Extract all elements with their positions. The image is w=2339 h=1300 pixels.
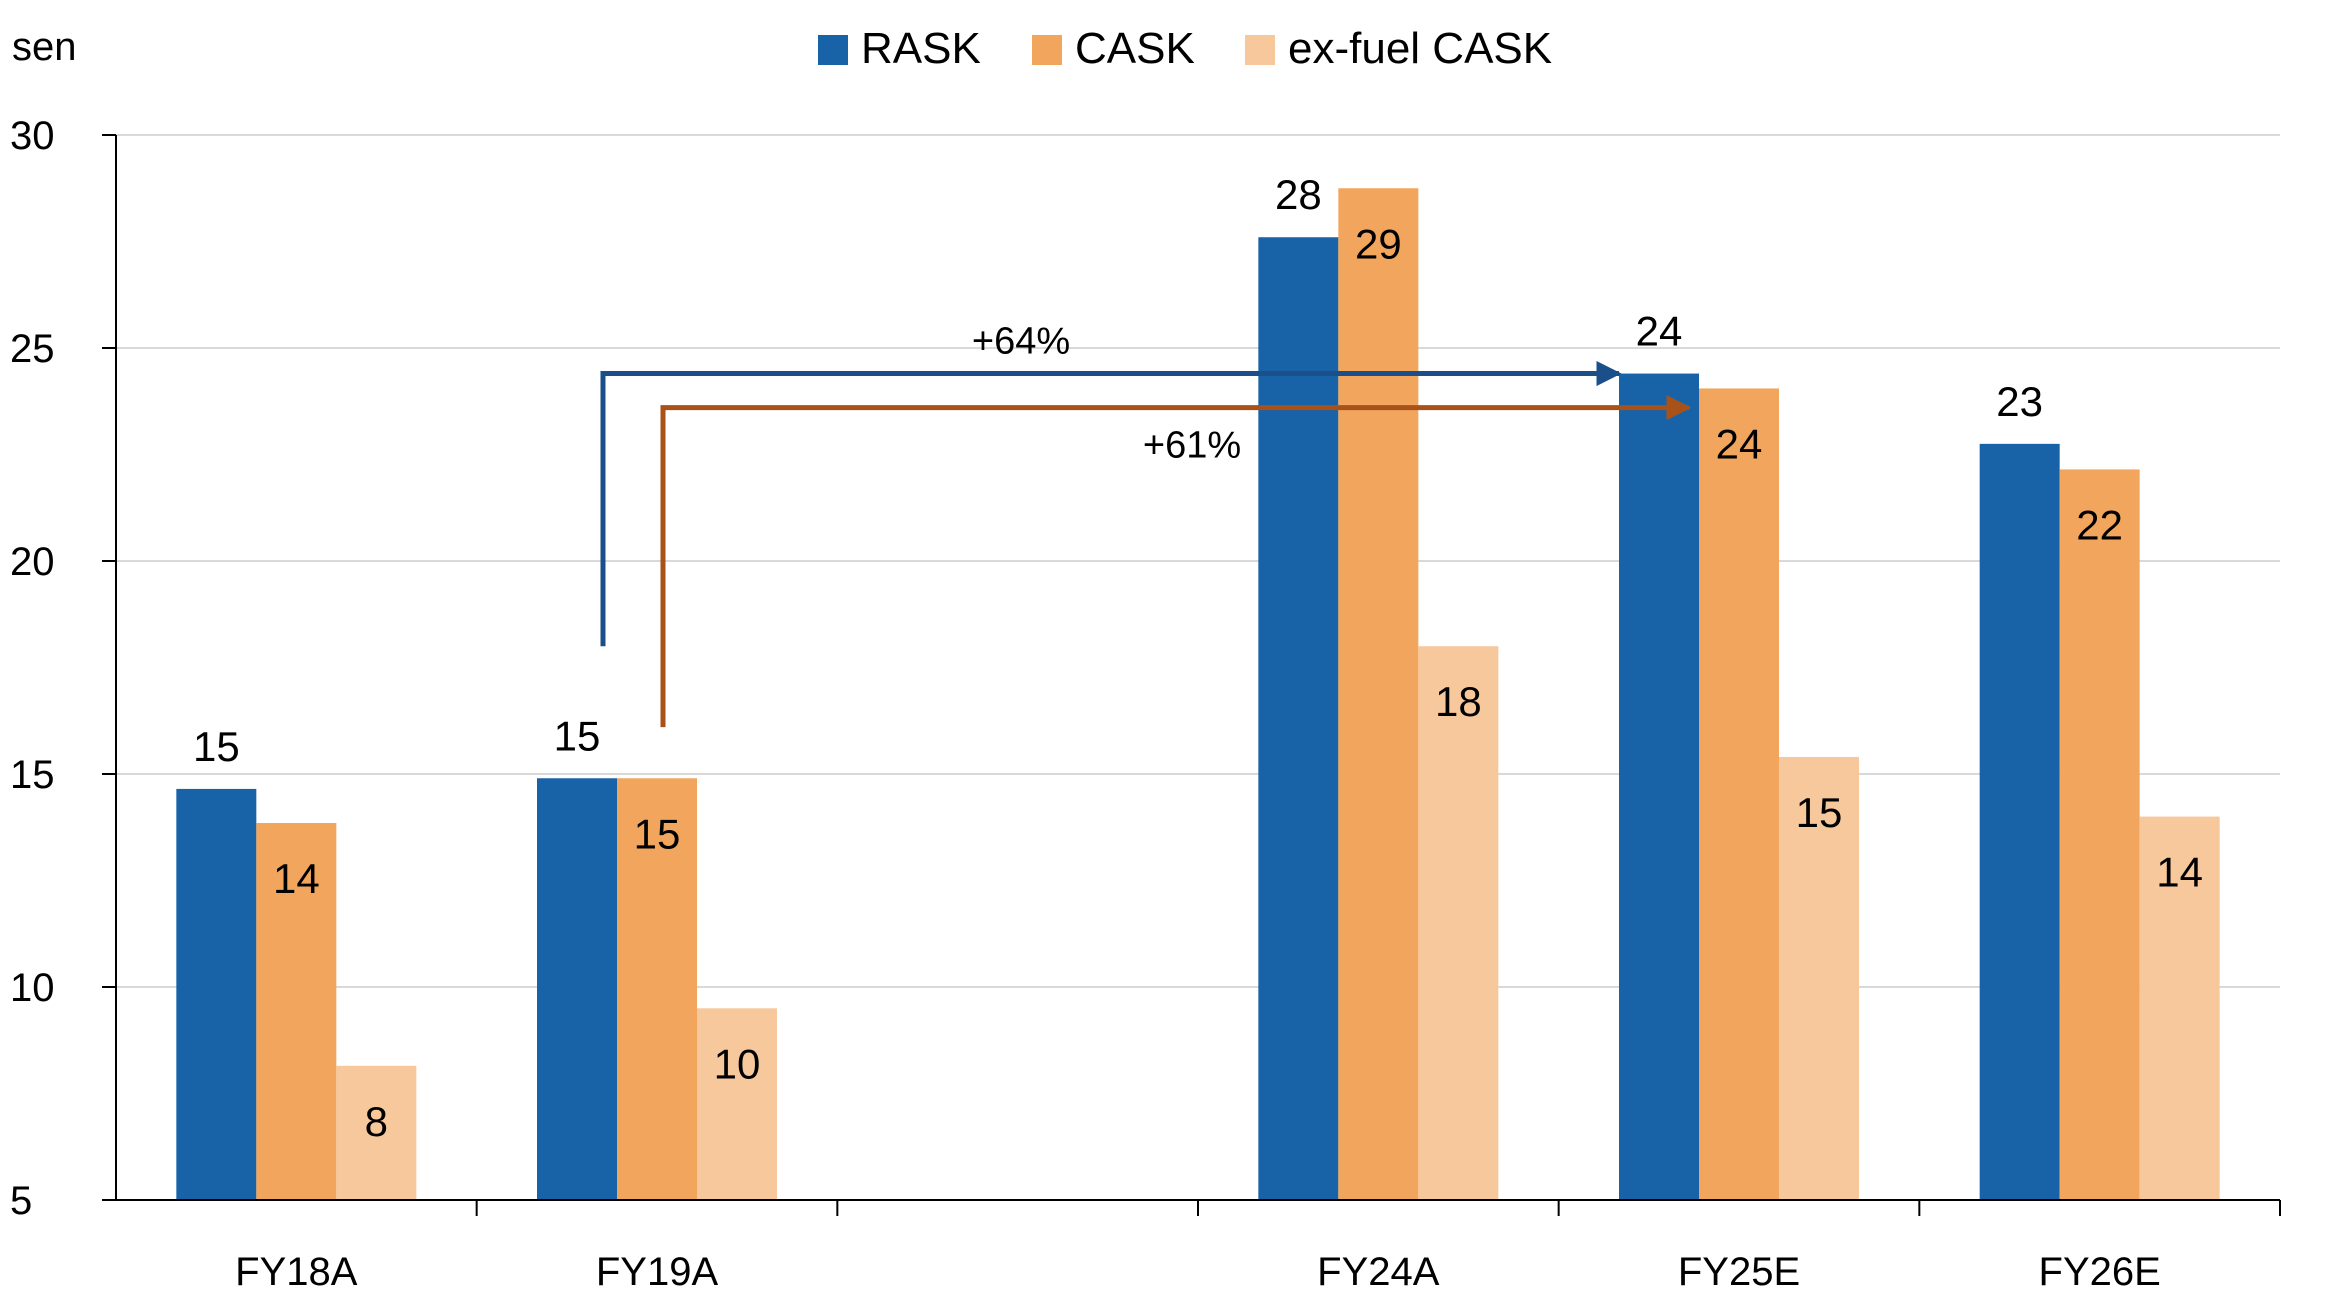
data-label: 22 (2076, 501, 2123, 548)
data-label: 15 (554, 712, 601, 759)
data-label: 28 (1275, 171, 1322, 218)
y-tick-label: 10 (10, 966, 55, 1010)
bars (176, 188, 2220, 1201)
bar-cask (617, 778, 697, 1200)
x-tick-label: FY25E (1678, 1250, 1800, 1294)
unit-label: sen (12, 25, 77, 69)
bar-cask (2059, 469, 2140, 1200)
bar-ex-fuel-cask (336, 1065, 417, 1200)
data-label: 15 (634, 810, 681, 857)
data-label: 23 (1996, 378, 2043, 425)
y-tick-label: 15 (10, 753, 55, 797)
bar-cask (1338, 188, 1419, 1200)
x-tick-label: FY26E (2039, 1250, 2161, 1294)
legend: RASK CASK ex-fuel CASK (818, 24, 1552, 73)
legend-swatch (1245, 35, 1275, 65)
growth-label-rask: +64% (972, 321, 1070, 363)
bar-cask (1699, 388, 1779, 1201)
axes: 5 10 15 20 25 30 FY18A FY19A FY24A FY25E FY26E (10, 114, 2281, 1294)
bar-rask (1979, 443, 2060, 1201)
y-tick-label: 20 (10, 540, 55, 584)
y-tick-label: 25 (10, 327, 55, 371)
legend-swatch (1032, 35, 1062, 65)
data-label: 24 (1716, 420, 1763, 467)
data-label: 29 (1355, 220, 1402, 267)
data-label: 14 (2156, 849, 2203, 896)
growth-arrow-rask (600, 361, 1622, 647)
data-label: 15 (193, 723, 240, 770)
bar-cask (256, 822, 337, 1200)
bar-ex-fuel-cask (2139, 816, 2220, 1200)
bar-rask (176, 788, 257, 1200)
legend-label: CASK (1075, 24, 1195, 73)
annotations: +64% +61% (600, 321, 1692, 728)
data-label: 14 (273, 855, 320, 902)
x-tick-label: FY24A (1317, 1250, 1440, 1294)
data-label: 8 (365, 1098, 388, 1145)
data-label: 15 (1796, 789, 1843, 836)
growth-label-cask: +61% (1143, 425, 1241, 467)
bar-ex-fuel-cask (1779, 756, 1859, 1200)
bar-ex-fuel-cask (1418, 646, 1499, 1200)
bar-rask (537, 778, 617, 1200)
x-tick-label: FY19A (596, 1250, 719, 1294)
bar-ex-fuel-cask (697, 1008, 777, 1200)
y-tick-label: 30 (10, 114, 55, 158)
data-label: 10 (714, 1040, 761, 1087)
bar-rask (1258, 237, 1339, 1201)
data-labels: 15 15 28 24 23 14 15 29 24 22 8 10 18 15 14 (193, 171, 2203, 1145)
grid (116, 134, 2280, 988)
bar-rask (1619, 373, 1699, 1200)
legend-label: RASK (861, 24, 981, 73)
legend-swatch (818, 35, 848, 65)
growth-arrow-cask (660, 395, 1692, 728)
data-label: 18 (1435, 678, 1482, 725)
legend-label: ex-fuel CASK (1288, 24, 1552, 73)
data-label: 24 (1636, 308, 1683, 355)
x-tick-label: FY18A (235, 1250, 358, 1294)
y-tick-label: 5 (10, 1179, 32, 1223)
